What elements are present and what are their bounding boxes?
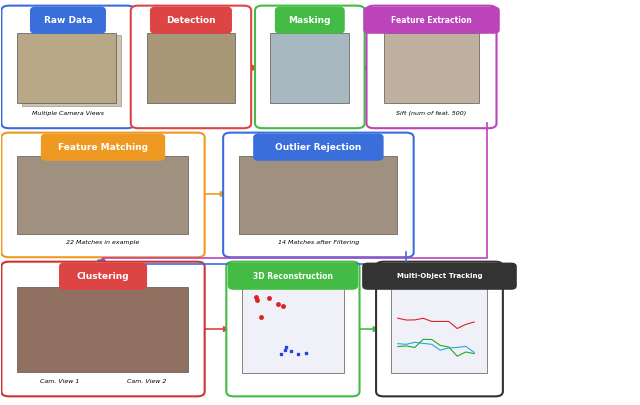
FancyBboxPatch shape [1,262,205,396]
FancyBboxPatch shape [17,156,188,234]
FancyBboxPatch shape [150,8,231,34]
FancyBboxPatch shape [31,8,105,34]
FancyBboxPatch shape [227,262,360,396]
FancyBboxPatch shape [243,287,344,373]
FancyBboxPatch shape [42,135,164,161]
FancyBboxPatch shape [276,8,344,34]
Text: 14 Matches after Filtering: 14 Matches after Filtering [278,239,359,244]
Text: Feature Extraction: Feature Extraction [391,16,472,25]
FancyBboxPatch shape [367,6,497,129]
FancyBboxPatch shape [239,156,397,234]
FancyBboxPatch shape [17,288,188,372]
FancyBboxPatch shape [270,34,349,104]
Text: Raw Data: Raw Data [44,16,92,25]
Text: Cam. View 1: Cam. View 1 [40,378,79,383]
FancyBboxPatch shape [223,133,413,258]
FancyBboxPatch shape [392,287,487,373]
Text: Multi-Object Tracking: Multi-Object Tracking [397,273,483,279]
FancyBboxPatch shape [376,262,503,396]
Text: 3D Reconstruction: 3D Reconstruction [253,271,333,280]
FancyBboxPatch shape [363,264,516,290]
Text: Detection: Detection [166,16,216,25]
Text: Masking: Masking [289,16,331,25]
FancyBboxPatch shape [60,264,147,290]
FancyBboxPatch shape [364,8,499,34]
Text: Multiple Camera Views: Multiple Camera Views [32,110,104,115]
Text: 22 Matches in example: 22 Matches in example [67,239,140,244]
FancyBboxPatch shape [22,36,120,107]
FancyBboxPatch shape [384,34,479,104]
FancyBboxPatch shape [255,6,365,129]
Text: Feature Matching: Feature Matching [58,143,148,151]
FancyBboxPatch shape [1,133,205,258]
Text: Clustering: Clustering [77,271,129,280]
FancyBboxPatch shape [228,264,357,290]
Text: Cam. View 2: Cam. View 2 [127,378,166,383]
FancyBboxPatch shape [1,6,134,129]
FancyBboxPatch shape [147,34,235,104]
FancyBboxPatch shape [254,135,383,161]
FancyBboxPatch shape [131,6,251,129]
FancyBboxPatch shape [17,34,116,104]
Text: Outlier Rejection: Outlier Rejection [275,143,362,151]
Text: Sift (num of feat. 500): Sift (num of feat. 500) [396,110,467,115]
